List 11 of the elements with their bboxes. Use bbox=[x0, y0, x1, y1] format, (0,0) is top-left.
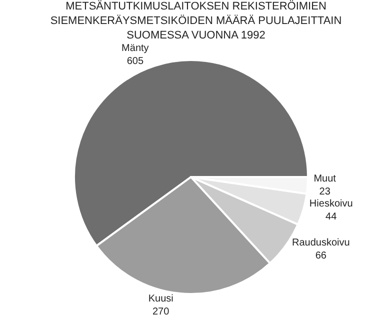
slice-label: Kuusi bbox=[148, 293, 174, 304]
slice-label: Mänty bbox=[122, 42, 149, 54]
slice-label: Muut bbox=[314, 173, 336, 184]
data-label: 23 bbox=[319, 186, 331, 198]
data-label: 44 bbox=[326, 211, 338, 222]
data-label: 66 bbox=[315, 250, 327, 262]
data-label: 270 bbox=[152, 306, 170, 318]
slice-label: Rauduskoivu bbox=[292, 237, 350, 248]
data-label: 605 bbox=[126, 56, 144, 67]
chart-title: METSÄNTUTKIMUSLAITOKSEN REKISTERÖIMIEN SIEMENKERÄYSMETSIKÖIDEN MÄÄRÄ PUULAJEITTAIN SUOMESSA VUONNA 1992 bbox=[50, 0, 342, 42]
slice-label: Hieskoivu bbox=[309, 198, 353, 210]
